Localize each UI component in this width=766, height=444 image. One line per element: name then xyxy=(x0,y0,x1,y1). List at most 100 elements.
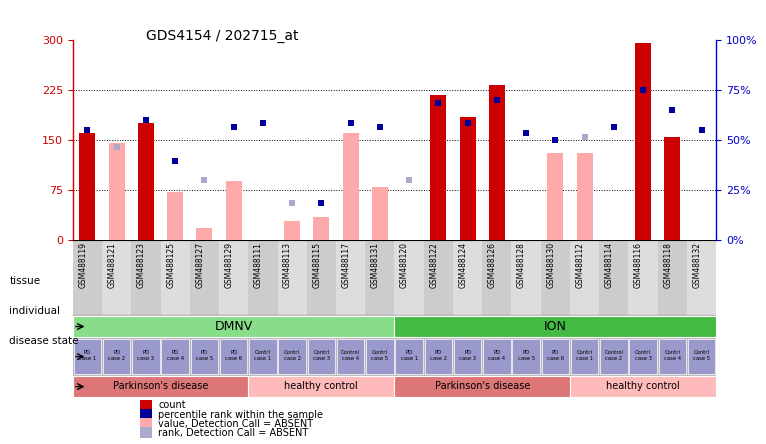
Text: Contrl
case 1: Contrl case 1 xyxy=(576,350,593,361)
Text: GSM488132: GSM488132 xyxy=(692,242,702,288)
Bar xyxy=(394,240,424,315)
Text: GSM488115: GSM488115 xyxy=(313,242,322,288)
Bar xyxy=(102,240,131,315)
Bar xyxy=(542,340,569,374)
Bar xyxy=(278,340,306,374)
Bar xyxy=(454,340,481,374)
Bar xyxy=(489,85,505,240)
Bar xyxy=(571,340,598,374)
Text: GSM488128: GSM488128 xyxy=(517,242,526,288)
Text: PD
case 2: PD case 2 xyxy=(108,350,125,361)
Bar xyxy=(460,117,476,240)
Point xyxy=(461,120,473,127)
Text: GSM488127: GSM488127 xyxy=(195,242,205,288)
Text: ION: ION xyxy=(544,320,567,333)
Bar xyxy=(74,340,101,374)
Bar xyxy=(220,340,247,374)
Text: count: count xyxy=(159,400,186,410)
Text: GSM488111: GSM488111 xyxy=(254,242,263,288)
Bar xyxy=(249,340,277,374)
Bar xyxy=(658,240,687,315)
Bar xyxy=(313,217,329,240)
Text: value, Detection Call = ABSENT: value, Detection Call = ABSENT xyxy=(159,419,313,428)
Point xyxy=(228,123,240,130)
Bar xyxy=(73,240,102,315)
Bar xyxy=(512,340,540,374)
Bar xyxy=(453,240,483,315)
Point xyxy=(345,120,357,127)
Bar xyxy=(140,409,152,420)
Bar xyxy=(372,187,388,240)
Point xyxy=(637,87,650,94)
Bar xyxy=(424,340,452,374)
Bar xyxy=(577,153,593,240)
Bar xyxy=(336,240,365,315)
Bar xyxy=(483,340,511,374)
Bar xyxy=(659,340,686,374)
Bar xyxy=(248,240,277,315)
Point xyxy=(666,107,679,114)
Bar xyxy=(365,240,394,315)
Text: Contrl
case 4: Contrl case 4 xyxy=(664,350,681,361)
Text: GSM488125: GSM488125 xyxy=(166,242,175,288)
Text: PD
case 4: PD case 4 xyxy=(488,350,506,361)
Text: GSM488120: GSM488120 xyxy=(400,242,409,288)
Point xyxy=(81,127,93,134)
Text: Contrl
case 1: Contrl case 1 xyxy=(254,350,271,361)
Point xyxy=(696,127,708,134)
Bar xyxy=(547,153,564,240)
Bar xyxy=(688,340,715,374)
Text: GSM488112: GSM488112 xyxy=(575,242,584,288)
Text: GSM488124: GSM488124 xyxy=(459,242,467,288)
Text: Contrl
case 3: Contrl case 3 xyxy=(634,350,652,361)
Bar xyxy=(140,418,152,429)
Text: PD
case 1: PD case 1 xyxy=(79,350,96,361)
Bar xyxy=(196,228,212,240)
Text: PD
case 4: PD case 4 xyxy=(166,350,184,361)
Bar xyxy=(630,340,656,374)
Text: PD
case 5: PD case 5 xyxy=(518,350,535,361)
Text: Control
case 2: Control case 2 xyxy=(604,350,624,361)
Bar xyxy=(664,137,680,240)
Text: disease state: disease state xyxy=(9,336,79,346)
Point xyxy=(257,120,269,127)
Bar xyxy=(161,240,190,315)
Point xyxy=(139,116,152,123)
Bar xyxy=(337,340,365,374)
Point xyxy=(549,136,561,143)
Point xyxy=(432,100,444,107)
Text: Contrl
case 5: Contrl case 5 xyxy=(372,350,388,361)
Text: Contrl
case 5: Contrl case 5 xyxy=(693,350,710,361)
Point xyxy=(169,158,182,165)
Text: percentile rank within the sample: percentile rank within the sample xyxy=(159,409,323,420)
Bar xyxy=(73,316,394,337)
Point xyxy=(374,123,386,130)
Text: Parkinson's disease: Parkinson's disease xyxy=(434,381,530,391)
Bar xyxy=(140,400,152,411)
Bar xyxy=(541,240,570,315)
Text: GSM488129: GSM488129 xyxy=(224,242,234,288)
Bar xyxy=(483,240,512,315)
Bar xyxy=(191,340,218,374)
Text: PD
case 5: PD case 5 xyxy=(196,350,213,361)
Bar xyxy=(73,376,248,397)
Text: Contrl
case 3: Contrl case 3 xyxy=(313,350,330,361)
Bar xyxy=(570,240,599,315)
Bar xyxy=(512,240,541,315)
Bar xyxy=(600,340,627,374)
Bar xyxy=(394,316,716,337)
Point xyxy=(578,133,591,140)
Bar xyxy=(628,240,658,315)
Text: PD
case 6: PD case 6 xyxy=(547,350,564,361)
Bar xyxy=(219,240,248,315)
Bar xyxy=(306,240,336,315)
Point xyxy=(198,177,211,184)
Point xyxy=(110,143,123,150)
Text: GSM488122: GSM488122 xyxy=(430,242,438,288)
Text: GSM488116: GSM488116 xyxy=(634,242,643,288)
Point xyxy=(316,200,328,207)
Text: GSM488121: GSM488121 xyxy=(108,242,116,288)
Point xyxy=(607,123,620,130)
Text: rank, Detection Call = ABSENT: rank, Detection Call = ABSENT xyxy=(159,428,309,438)
Text: GSM488131: GSM488131 xyxy=(371,242,380,288)
